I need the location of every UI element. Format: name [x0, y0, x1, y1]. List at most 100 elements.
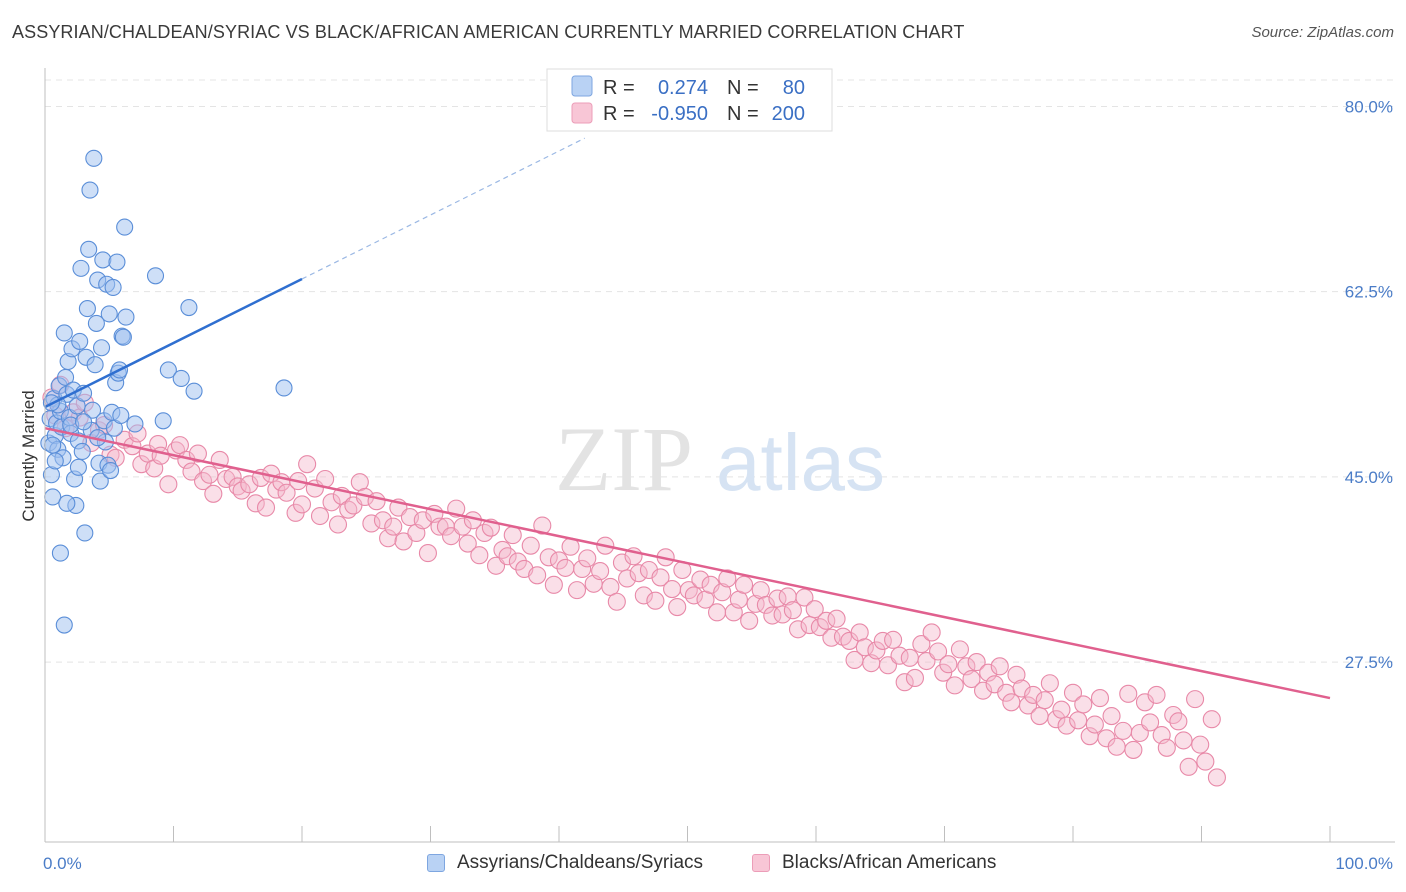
blue-point [44, 488, 62, 506]
pink-point [544, 575, 563, 594]
pink-point [1196, 752, 1215, 771]
pink-point [533, 516, 552, 535]
blue-point [101, 461, 120, 480]
pink-point [567, 581, 587, 600]
pink-point [367, 492, 386, 511]
pink-point [556, 558, 575, 577]
pink-point [1114, 721, 1133, 740]
blue-point [91, 472, 109, 490]
blue-point [78, 300, 96, 318]
stats-legend-r-value-2: -0.950 [651, 103, 708, 125]
pink-point [934, 663, 953, 682]
blue-point [81, 181, 99, 199]
pink-point [200, 465, 219, 484]
blue-point [71, 332, 89, 350]
pink-point [277, 483, 296, 502]
pink-point [973, 681, 993, 700]
blue-point [112, 406, 130, 425]
blue-point [80, 240, 98, 258]
pink-point [240, 475, 259, 494]
blue-point [72, 259, 90, 277]
trend-layer [44, 137, 1331, 700]
pink-point [990, 657, 1009, 676]
pink-point [1074, 695, 1093, 714]
blue-point [69, 458, 87, 476]
y-tick-label: 62.5% [1345, 283, 1393, 302]
blue-point [87, 314, 105, 332]
pink-trend-line [44, 426, 1331, 700]
blue-point [86, 356, 104, 374]
pink-point [256, 498, 276, 517]
pink-point [756, 595, 775, 614]
blue-point [58, 494, 76, 512]
pink-point [1040, 674, 1059, 693]
pink-point [629, 564, 648, 583]
stats-legend-r-label-1: R = [603, 77, 635, 99]
pink-point [713, 583, 732, 602]
blue-point [73, 442, 91, 461]
pink-point [1179, 757, 1198, 776]
pink-point [1191, 735, 1210, 754]
pink-point [607, 592, 626, 611]
pink-point [1169, 712, 1188, 731]
watermark-atlas: atlas [716, 418, 885, 507]
pink-point [413, 511, 432, 530]
pink-point [939, 655, 958, 674]
pink-point [458, 534, 477, 553]
pink-point [1024, 685, 1043, 704]
pink-point [418, 544, 437, 563]
pink-point [651, 568, 670, 587]
chart-source: Source: ZipAtlas.com [1251, 24, 1394, 41]
blue-point [275, 379, 293, 397]
pink-point [503, 526, 522, 545]
pink-point [884, 630, 903, 649]
pink-point [718, 569, 737, 588]
pink-point [1107, 737, 1126, 756]
blue-point [116, 218, 134, 236]
watermark: ZIP atlas [555, 408, 885, 510]
blue-trend-line [44, 277, 303, 409]
bottom-legend-item-assyrians[interactable]: Assyrians/Chaldeans/Syriacs [427, 852, 703, 874]
blue-point [180, 298, 198, 317]
pink-point [962, 669, 981, 689]
stats-legend-n-label-1: N = [727, 77, 759, 99]
pink-point [905, 668, 924, 688]
pink-point [1012, 679, 1031, 698]
pink-point [979, 663, 998, 682]
y-axis-title: Currently Married [19, 390, 38, 521]
pink-point [151, 446, 170, 465]
bottom-legend-blue-swatch [427, 854, 445, 872]
pink-point [470, 546, 489, 565]
pink-point [1186, 690, 1205, 709]
blue-trend-extension [301, 137, 585, 280]
stats-legend: R = 0.274 N = 80 R = -0.950 N = 200 [546, 68, 833, 132]
blue-point [114, 328, 132, 346]
stats-legend-n-value-1: 80 [783, 77, 805, 99]
stats-legend-r-value-1: 0.274 [658, 77, 708, 99]
pink-point [684, 586, 703, 605]
pink-point [1174, 731, 1193, 750]
x-tick-label: 100.0% [1335, 854, 1393, 873]
blue-point [51, 544, 69, 562]
pink-points [42, 375, 1226, 787]
pink-point [663, 580, 682, 599]
pink-point [1102, 707, 1121, 726]
pink-point [453, 517, 472, 536]
bottom-legend-item-blacks[interactable]: Blacks/African Americans [752, 852, 996, 874]
pink-point [691, 570, 710, 589]
pink-point [539, 548, 558, 567]
pink-point [1030, 707, 1049, 726]
blue-point [94, 251, 112, 269]
pink-point [1090, 689, 1110, 708]
pink-point [867, 641, 886, 660]
pink-point [950, 640, 969, 659]
bottom-legend-pink-swatch [752, 854, 770, 872]
pink-point [549, 551, 569, 570]
blue-point [104, 278, 122, 296]
pink-point [394, 532, 413, 551]
pink-point [783, 601, 802, 620]
pink-point [708, 603, 727, 622]
pink-point [1007, 665, 1026, 684]
pink-point [912, 635, 931, 654]
blue-point [172, 369, 190, 388]
